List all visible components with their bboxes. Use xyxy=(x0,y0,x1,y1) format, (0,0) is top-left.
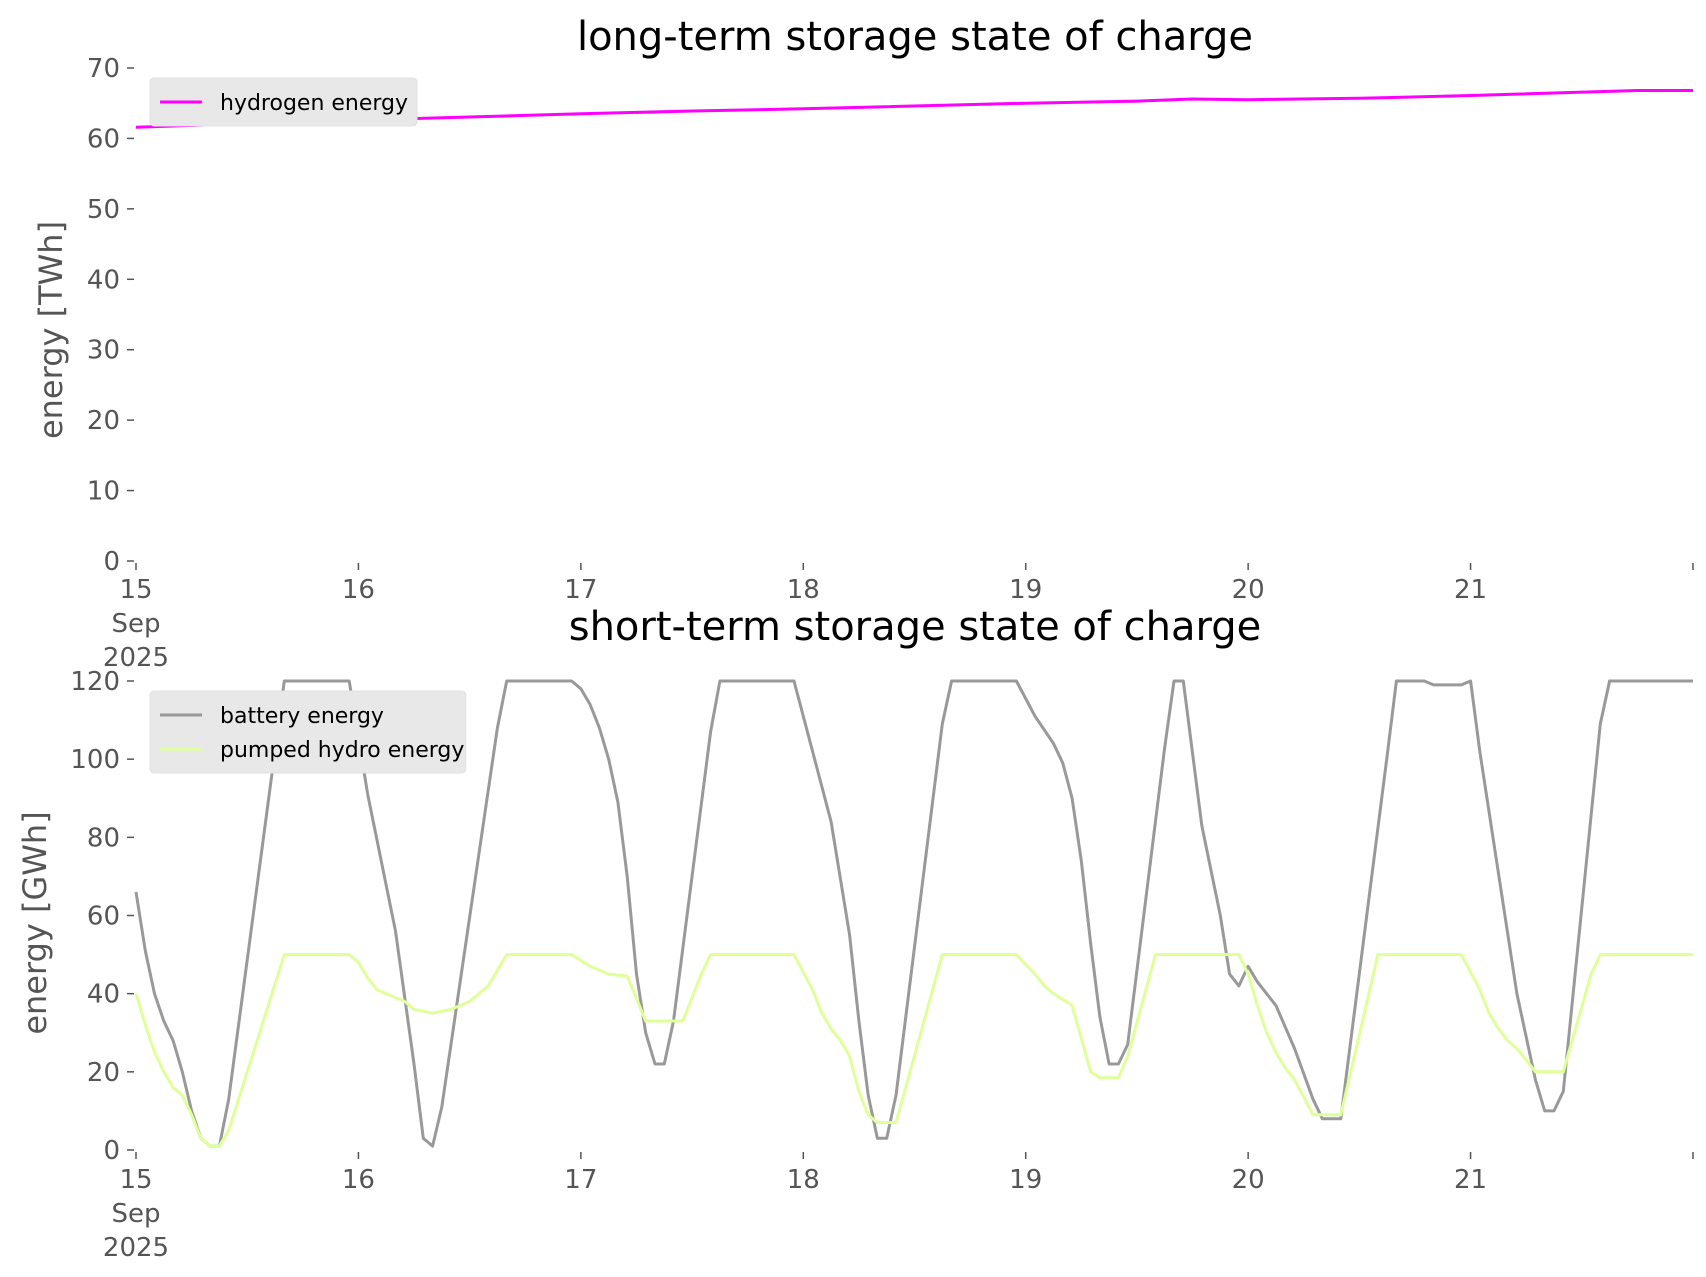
legend-box xyxy=(149,690,467,774)
short-term-chart: short-term storage state of charge energ… xyxy=(16,604,1694,1263)
x-axis: 15 Sep 2025 16 17 18 19 20 21 xyxy=(103,563,1694,673)
x-tick-sublabel: 2025 xyxy=(103,1233,169,1263)
y-tick-label: 100 xyxy=(70,745,120,775)
x-tick-sublabel: Sep xyxy=(111,609,160,639)
y-tick-label: 40 xyxy=(87,980,120,1010)
x-axis: 15 Sep 2025 16 17 18 19 20 21 xyxy=(103,1152,1694,1263)
y-tick-label: 50 xyxy=(87,195,120,225)
long-term-chart: long-term storage state of charge energy… xyxy=(32,14,1694,673)
x-tick-label: 20 xyxy=(1232,575,1265,605)
y-axis: 0 10 20 30 40 50 60 70 xyxy=(87,54,134,577)
y-tick-label: 60 xyxy=(87,902,120,932)
x-tick-label: 18 xyxy=(787,1165,820,1195)
x-tick-label: 16 xyxy=(342,1165,375,1195)
y-tick-label: 30 xyxy=(87,336,120,366)
legend-label: battery energy xyxy=(220,704,384,729)
x-tick-label: 21 xyxy=(1454,1165,1487,1195)
chart-title: short-term storage state of charge xyxy=(569,604,1262,650)
x-tick-label: 17 xyxy=(564,575,597,605)
y-tick-label: 120 xyxy=(70,667,120,697)
y-tick-label: 20 xyxy=(87,406,120,436)
y-axis-label: energy [TWh] xyxy=(32,221,70,439)
plot-area xyxy=(135,89,1693,129)
legend: hydrogen energy xyxy=(149,77,418,127)
y-tick-label: 0 xyxy=(103,547,120,577)
series-line-battery-energy xyxy=(134,679,1693,1148)
y-tick-label: 40 xyxy=(87,265,120,295)
y-tick-label: 60 xyxy=(87,124,120,154)
y-tick-label: 10 xyxy=(87,477,120,507)
y-tick-label: 70 xyxy=(87,54,120,84)
y-axis-label: energy [GWh] xyxy=(16,811,54,1034)
series-line-hydrogen-energy xyxy=(135,89,1693,129)
x-tick-label: 15 xyxy=(119,1165,152,1195)
chart-title: long-term storage state of charge xyxy=(577,14,1253,60)
legend-box xyxy=(149,77,418,127)
x-tick-sublabel: Sep xyxy=(111,1199,160,1229)
legend-label: pumped hydro energy xyxy=(220,738,464,763)
x-tick-sublabel: 2025 xyxy=(103,643,169,673)
x-tick-label: 21 xyxy=(1454,575,1487,605)
series-line-pumped-hydro-energy xyxy=(134,953,1693,1148)
x-tick-label: 20 xyxy=(1232,1165,1265,1195)
x-tick-label: 18 xyxy=(787,575,820,605)
y-axis: 0 20 40 60 80 100 120 xyxy=(70,667,134,1166)
x-tick-label: 19 xyxy=(1009,1165,1042,1195)
legend: battery energy pumped hydro energy xyxy=(149,690,467,774)
plot-area xyxy=(134,679,1693,1148)
x-tick-label: 16 xyxy=(342,575,375,605)
x-tick-label: 15 xyxy=(119,575,152,605)
y-tick-label: 80 xyxy=(87,823,120,853)
y-tick-label: 20 xyxy=(87,1058,120,1088)
y-tick-label: 0 xyxy=(103,1136,120,1166)
x-tick-label: 19 xyxy=(1009,575,1042,605)
legend-label: hydrogen energy xyxy=(220,91,408,116)
x-tick-label: 17 xyxy=(564,1165,597,1195)
